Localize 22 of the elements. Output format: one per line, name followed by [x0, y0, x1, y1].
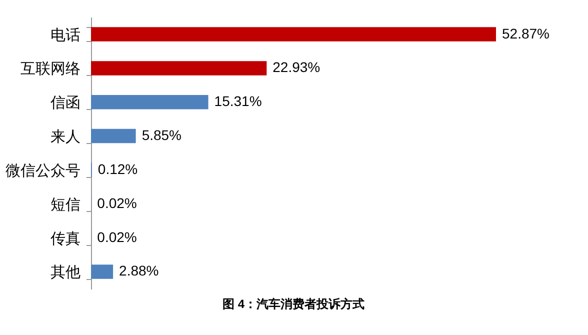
y-tick-label: 信函 — [50, 94, 80, 112]
y-tick-label: 传真 — [50, 230, 80, 248]
bar — [91, 27, 496, 42]
bar — [91, 95, 208, 110]
bar — [91, 128, 136, 144]
data-label: 0.02% — [97, 228, 137, 245]
data-label: 0.02% — [97, 194, 137, 211]
bar — [91, 61, 267, 76]
data-label: 22.93% — [272, 59, 320, 76]
data-label: 5.85% — [142, 127, 182, 144]
data-label: 52.87% — [502, 25, 550, 42]
y-tick-label: 来人 — [50, 128, 80, 146]
data-label: 2.88% — [119, 262, 159, 279]
y-tick-label: 互联网络 — [20, 60, 80, 78]
bar — [91, 264, 114, 279]
data-label: 15.31% — [214, 93, 262, 110]
data-label: 0.12% — [98, 160, 138, 177]
y-tick-label: 短信 — [50, 196, 80, 214]
y-tick-label: 其他 — [50, 264, 80, 282]
caption: 图 4：汽车消费者投诉方式 — [222, 297, 365, 311]
y-tick-label: 电话 — [50, 26, 80, 44]
y-tick-label: 微信公众号 — [6, 162, 80, 180]
